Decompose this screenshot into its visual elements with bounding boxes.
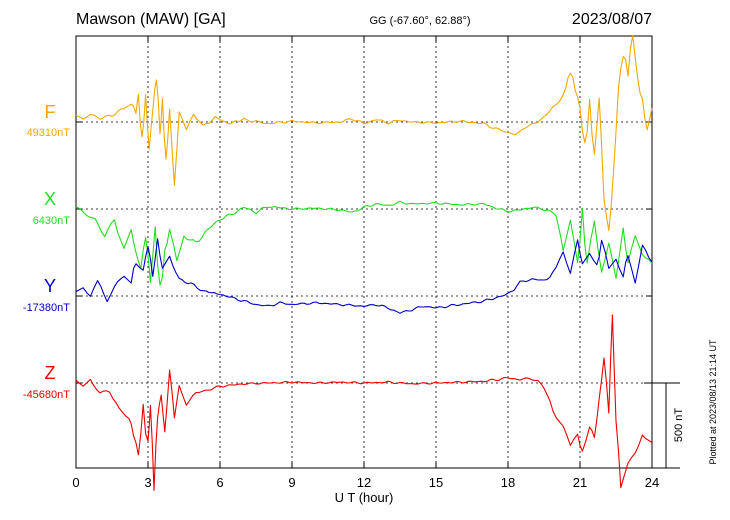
series-name-X: X xyxy=(44,189,56,209)
scale-bar-label: 500 nT xyxy=(673,408,685,443)
series-baseline-F: 49310nT xyxy=(27,127,71,139)
x-tick-label-3: 3 xyxy=(144,475,151,490)
date-label: 2023/08/07 xyxy=(572,11,652,28)
series-name-F: F xyxy=(45,102,56,122)
x-tick-label-0: 0 xyxy=(72,475,79,490)
x-tick-label-6: 6 xyxy=(216,475,223,490)
x-tick-label-12: 12 xyxy=(357,475,371,490)
series-name-Y: Y xyxy=(44,276,56,296)
x-axis-label: U T (hour) xyxy=(335,490,394,505)
series-line-Y xyxy=(75,238,653,314)
series-line-F xyxy=(75,34,653,232)
component-labels: F 49310nT X 6430nT Y -17380nT Z -45680nT xyxy=(23,102,70,401)
vertical-grid xyxy=(147,36,581,468)
coordinates-label: GG (-67.60°, 62.88°) xyxy=(369,15,470,27)
x-axis-ticks: 0 3 6 9 12 15 18 21 24 xyxy=(72,36,659,490)
component-baselines xyxy=(76,121,652,384)
series-line-Z xyxy=(75,314,653,491)
x-tick-label-24: 24 xyxy=(645,475,659,490)
plotted-at-note: Plotted at 2023/08/13 21:14 UT xyxy=(708,339,718,465)
x-tick-label-9: 9 xyxy=(288,475,295,490)
x-tick-label-15: 15 xyxy=(429,475,443,490)
series-baseline-Z: -45680nT xyxy=(23,389,70,401)
series-line-X xyxy=(75,200,653,286)
series-group xyxy=(75,34,653,491)
scale-bar: 500 nT xyxy=(644,382,685,469)
station-title: Mawson (MAW) [GA] xyxy=(76,11,226,28)
series-baseline-X: 6430nT xyxy=(33,215,71,227)
x-tick-label-21: 21 xyxy=(573,475,587,490)
series-name-Z: Z xyxy=(45,363,56,383)
x-tick-label-18: 18 xyxy=(501,475,515,490)
series-baseline-Y: -17380nT xyxy=(23,302,70,314)
